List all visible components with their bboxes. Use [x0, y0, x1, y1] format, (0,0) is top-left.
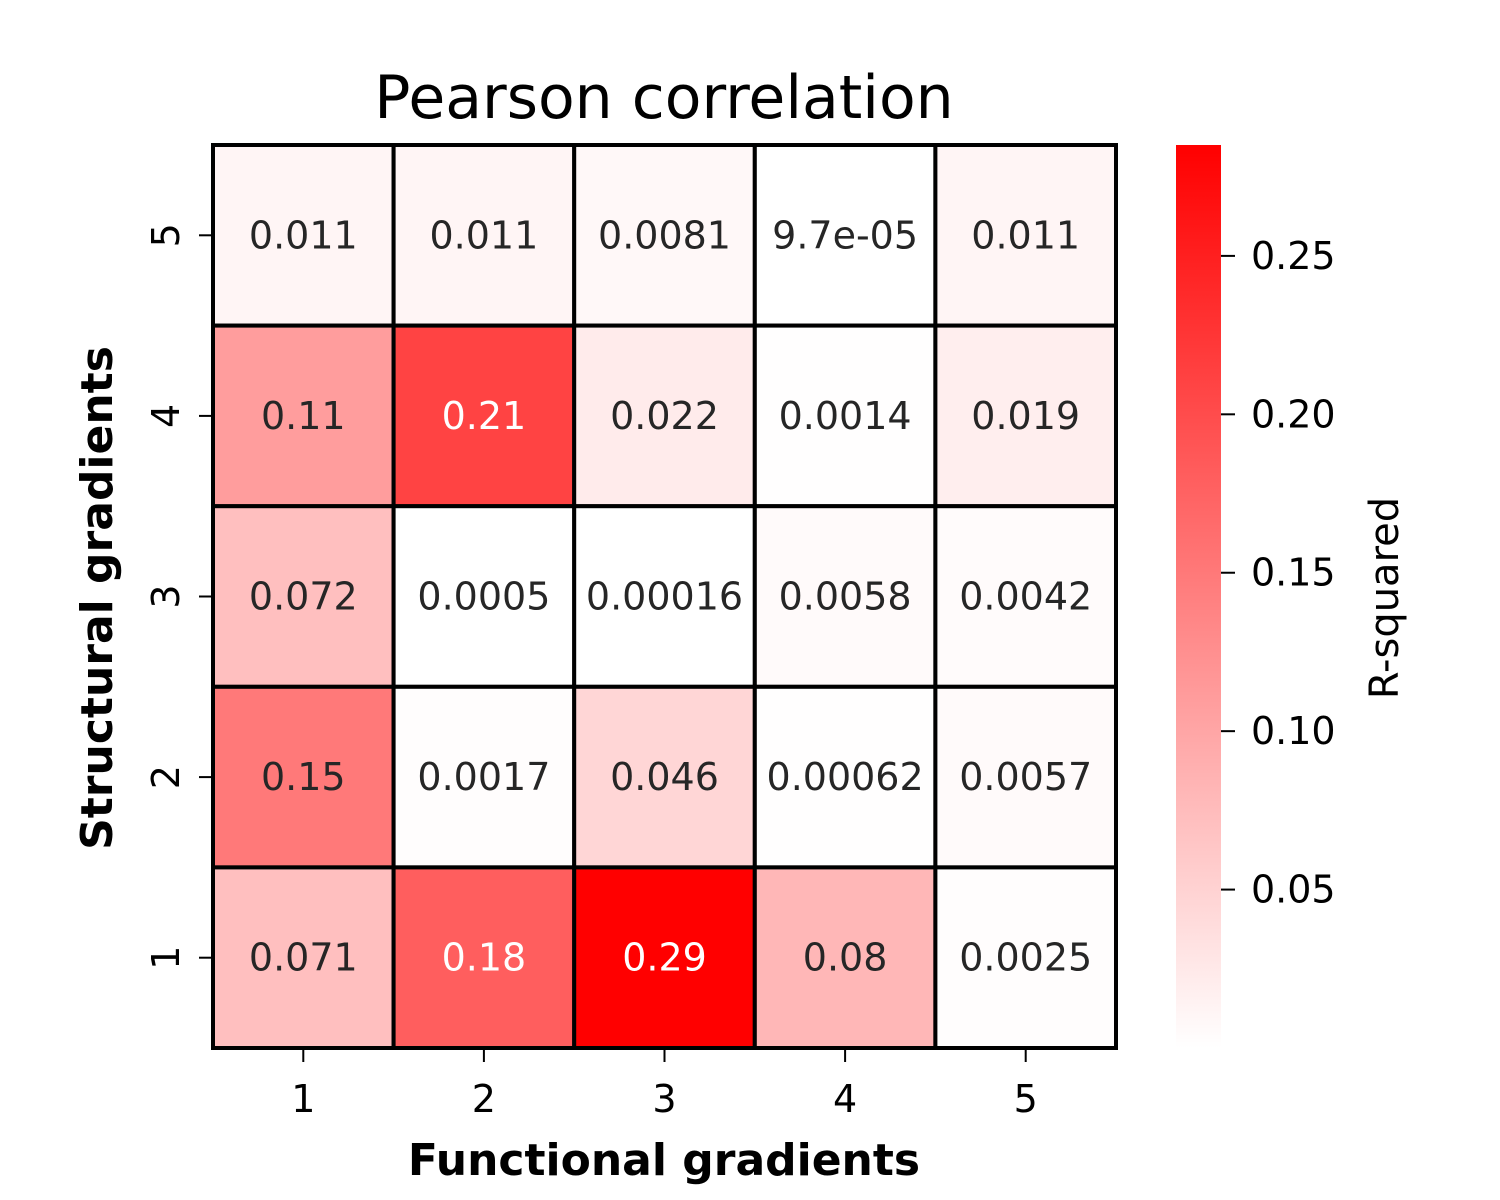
cell-value-label: 0.11 — [261, 394, 346, 438]
cell-value-label: 0.0014 — [779, 394, 912, 438]
heatmap-cell — [933, 323, 1119, 509]
cell-value-label: 0.046 — [610, 755, 719, 799]
heatmap-cell — [933, 684, 1119, 870]
cell-value-label: 0.072 — [249, 575, 358, 619]
heatmap-cell — [211, 143, 396, 328]
cell-value-label: 0.011 — [249, 213, 358, 257]
heatmap-cell — [752, 684, 938, 870]
x-axis-label: Functional gradients — [408, 1135, 920, 1186]
cell-value-label: 0.0005 — [417, 575, 550, 619]
cell-value-label: 0.0042 — [959, 575, 1092, 619]
cell-value-label: 0.011 — [971, 213, 1080, 257]
cell-value-label: 0.071 — [249, 936, 358, 980]
colorbar-tick-label: 0.20 — [1251, 392, 1336, 436]
x-tick-label: 1 — [291, 1077, 315, 1121]
cell-value-label: 0.18 — [442, 936, 527, 980]
y-tick-label: 4 — [144, 404, 188, 428]
cell-value-label: 0.0081 — [598, 213, 731, 257]
cell-value-label: 0.019 — [971, 394, 1080, 438]
cell-value-label: 0.022 — [610, 394, 719, 438]
cell-value-label: 0.0017 — [417, 755, 550, 799]
heatmap-cell — [391, 504, 577, 689]
x-tick-label: 2 — [472, 1077, 496, 1121]
heatmap-cell — [211, 865, 396, 1051]
x-tick-label: 3 — [652, 1077, 676, 1121]
cell-value-label: 0.08 — [803, 936, 888, 980]
heatmap-cell — [391, 865, 577, 1051]
cell-value-label: 0.29 — [622, 936, 707, 980]
cell-value-label: 0.00016 — [586, 575, 743, 619]
heatmap-cell — [572, 865, 757, 1051]
y-tick-label: 1 — [144, 946, 188, 970]
chart-title: Pearson correlation — [374, 63, 953, 133]
cell-value-label: 0.011 — [430, 213, 539, 257]
colorbar-tick-label: 0.15 — [1251, 551, 1336, 595]
x-tick-label: 5 — [1014, 1077, 1038, 1121]
colorbar-tick-label: 0.10 — [1251, 709, 1336, 753]
cell-value-label: 9.7e-05 — [772, 213, 918, 257]
cell-value-label: 0.15 — [261, 755, 346, 799]
y-tick-label: 5 — [144, 223, 188, 247]
heatmap-cell-labels: 0.011 0.011 0.0081 9.7e-05 0.011 0.11 0.21 0.02… — [249, 213, 1092, 979]
cell-value-label: 0.0057 — [959, 755, 1092, 799]
cell-value-label: 0.0058 — [779, 575, 912, 619]
cell-value-label: 0.0025 — [959, 936, 1092, 980]
colorbar-ticks: 0.05 0.10 0.15 0.20 0.25 — [1221, 234, 1336, 912]
heatmap-cells — [211, 143, 1119, 1051]
heatmap-cell — [572, 323, 757, 509]
y-tick-label: 2 — [144, 765, 188, 789]
colorbar — [1176, 145, 1221, 1048]
y-axis-ticks: 5 4 3 2 1 — [144, 223, 213, 970]
heatmap-cell — [752, 504, 938, 689]
y-axis-label: Structural gradients — [72, 346, 123, 850]
y-tick-label: 3 — [144, 584, 188, 608]
colorbar-label: R-squared — [1362, 497, 1408, 699]
colorbar-tick-label: 0.25 — [1251, 234, 1336, 278]
x-tick-label: 4 — [833, 1077, 857, 1121]
cell-value-label: 0.00062 — [767, 755, 924, 799]
heatmap-cell — [391, 143, 577, 328]
cell-value-label: 0.21 — [442, 394, 527, 438]
colorbar-tick-label: 0.05 — [1251, 868, 1336, 912]
x-axis-ticks: 1 2 3 4 5 — [291, 1048, 1038, 1121]
heatmap-cell — [572, 684, 757, 870]
heatmap-cell — [391, 684, 577, 870]
